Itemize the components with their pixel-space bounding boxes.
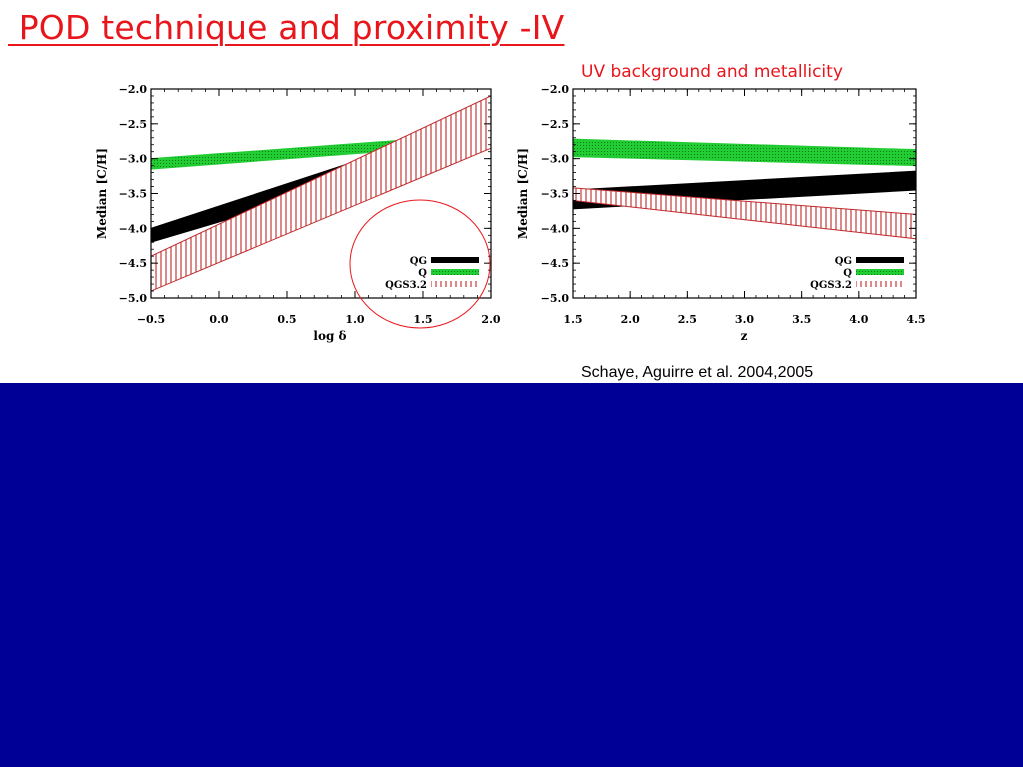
legend-label: Q — [843, 268, 852, 279]
y-tick-label: −5.0 — [541, 292, 570, 305]
y-tick-label: −4.0 — [119, 222, 148, 235]
x-tick-label: 2.0 — [481, 313, 500, 326]
x-tick-label: 1.5 — [563, 313, 582, 326]
x-tick-label: 0.5 — [277, 313, 296, 326]
y-tick-label: −3.0 — [119, 153, 148, 166]
x-tick-label: 3.5 — [792, 313, 811, 326]
chart-right: −2.0 −2.5 −3.0 −3.5 −4.0 −4.5 −5.0 1.5 2.0 2.5 3.0… — [516, 83, 926, 343]
chart-left: −2.0 −2.5 −3.0 −3.5 −4.0 −4.5 −5.0 −0.5 0.0 0.5 1.… — [95, 83, 501, 343]
x-axis-label: z — [741, 329, 748, 343]
legend-label: QGS3.2 — [810, 280, 852, 291]
series-band-q — [572, 138, 917, 167]
y-tick-label: −3.5 — [119, 188, 147, 201]
legend-swatch-dotted — [431, 269, 479, 275]
legend-label: QGS3.2 — [385, 280, 427, 291]
legend-label: QG — [835, 256, 852, 267]
citation: Schaye, Aguirre et al. 2004,2005 — [581, 364, 814, 381]
y-tick-label: −2.5 — [119, 118, 147, 131]
charts-canvas: −2.0 −2.5 −3.0 −3.5 −4.0 −4.5 −5.0 −0.5 0.0 0.5 1.… — [95, 83, 926, 343]
y-tick-label: −4.0 — [541, 222, 570, 235]
y-axis-label: Median [C/H] — [516, 148, 530, 239]
legend-swatch-solid — [856, 257, 904, 263]
legend-swatch-hatched — [431, 281, 479, 287]
legend-swatch-hatched — [856, 281, 904, 287]
slide-title: POD technique and proximity -IV — [8, 8, 565, 47]
y-tick-label: −2.0 — [541, 83, 570, 96]
y-axis-label: Median [C/H] — [95, 148, 109, 239]
x-tick-label: 0.0 — [209, 313, 228, 326]
x-tick-label: 1.5 — [413, 313, 432, 326]
legend-swatch-solid — [431, 257, 479, 263]
x-tick-label: 2.0 — [621, 313, 640, 326]
y-tick-label: −3.5 — [541, 188, 569, 201]
legend-swatch-dotted — [856, 269, 904, 275]
x-tick-label: 4.5 — [906, 313, 925, 326]
x-tick-label: 4.0 — [849, 313, 868, 326]
bottom-band — [0, 383, 1023, 767]
x-tick-label: 2.5 — [678, 313, 697, 326]
y-tick-label: −2.5 — [541, 118, 569, 131]
y-tick-label: −3.0 — [541, 153, 570, 166]
slide-subtitle: UV background and metallicity — [581, 62, 843, 82]
y-tick-label: −5.0 — [119, 292, 148, 305]
x-tick-label: −0.5 — [137, 313, 165, 326]
legend-label: QG — [410, 256, 427, 267]
x-axis-label: log δ — [313, 329, 346, 343]
legend-label: Q — [418, 268, 427, 279]
x-tick-label: 3.0 — [735, 313, 754, 326]
y-tick-label: −4.5 — [541, 257, 569, 270]
y-tick-label: −2.0 — [119, 83, 148, 96]
y-tick-label: −4.5 — [119, 257, 147, 270]
x-tick-label: 1.0 — [345, 313, 364, 326]
highlight-circle — [349, 199, 491, 329]
